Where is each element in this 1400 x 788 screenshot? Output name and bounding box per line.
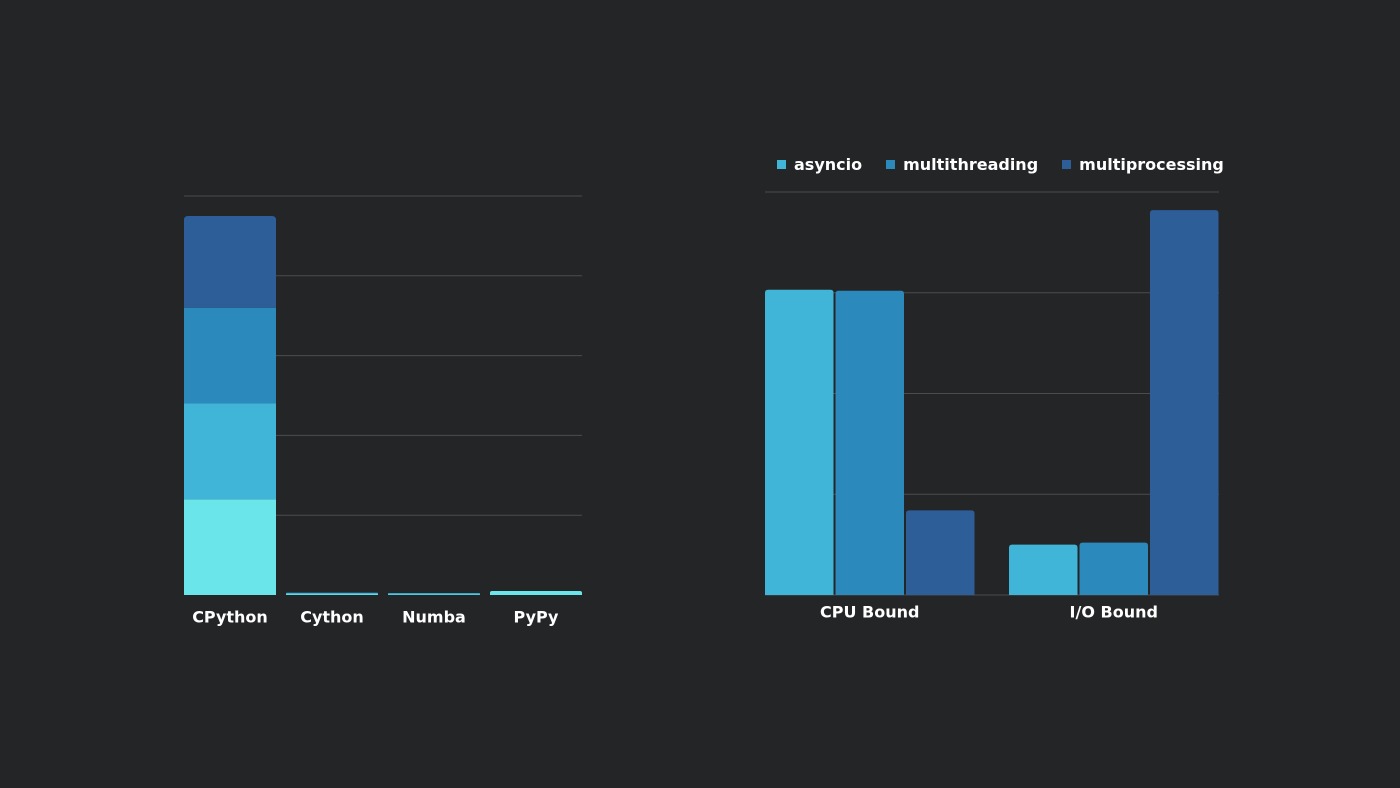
x-tick-label-cpython: CPython <box>192 608 268 627</box>
bar-cpython-segment-1 <box>184 499 276 595</box>
bar-numba-segment-2 <box>388 593 480 595</box>
bar-cython-segment-1 <box>286 593 378 595</box>
x-tick-label-pypy: PyPy <box>514 608 559 627</box>
bar-cpython-segment-2 <box>184 403 276 500</box>
legend-item-multiprocessing: multiprocessing <box>1062 155 1224 174</box>
legend-swatch <box>1062 160 1072 169</box>
x-tick-label-numba: Numba <box>402 608 466 627</box>
bar-cpu-bound-multiprocessing <box>906 510 975 595</box>
bar-cpu-bound-asyncio <box>765 289 834 595</box>
legend-swatch <box>777 160 786 169</box>
x-tick-label-cpu-bound: CPU Bound <box>820 603 919 622</box>
legend-item-asyncio: asyncio <box>777 155 862 174</box>
bar-cython-segment-2 <box>286 592 378 595</box>
legend-item-multithreading: multithreading <box>886 155 1038 174</box>
bar-cpython-segment-4 <box>184 215 276 308</box>
bar-cpython-segment-3 <box>184 307 276 404</box>
bar-i-o-bound-multiprocessing <box>1150 210 1219 595</box>
bar-pypy-segment-1 <box>490 591 582 595</box>
x-tick-label-i-o-bound: I/O Bound <box>1070 603 1158 622</box>
bar-i-o-bound-asyncio <box>1009 544 1078 595</box>
legend-label: multiprocessing <box>1079 155 1224 174</box>
bar-i-o-bound-multithreading <box>1079 542 1148 595</box>
legend-label: multithreading <box>903 155 1039 174</box>
legend-label: asyncio <box>794 155 863 174</box>
chart-legend: asyncio multithreading multiprocessing <box>777 155 1224 174</box>
x-tick-label-cython: Cython <box>300 608 364 627</box>
bar-cpu-bound-multithreading <box>835 290 904 595</box>
legend-swatch <box>886 160 896 169</box>
